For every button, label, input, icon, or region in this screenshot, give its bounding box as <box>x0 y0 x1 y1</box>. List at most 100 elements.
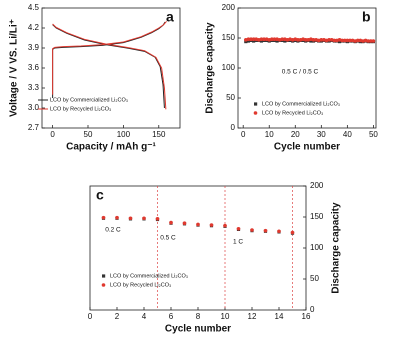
point <box>280 37 285 41</box>
x-tick-label: 16 <box>302 312 311 321</box>
x-tick-label: 0 <box>241 130 246 139</box>
annotation: 1 C <box>233 239 243 246</box>
y-tick-label: 100 <box>310 243 324 252</box>
legend-swatch <box>102 274 106 278</box>
point <box>368 39 373 43</box>
x-tick-label: 8 <box>196 312 201 321</box>
annotation: 0.5 C <box>160 235 176 242</box>
point <box>342 38 347 43</box>
point <box>345 38 350 43</box>
curve <box>52 21 167 110</box>
x-tick-label: 0 <box>88 312 93 321</box>
y-axis-label: Discharge capacity <box>205 22 216 114</box>
x-axis-label: Cycle number <box>274 142 340 153</box>
point <box>319 38 324 42</box>
y-tick-label: 2.7 <box>28 123 40 132</box>
point <box>263 228 268 233</box>
point <box>290 230 295 235</box>
x-tick-label: 0 <box>50 130 55 139</box>
point <box>340 38 344 43</box>
y-tick-label: 50 <box>310 274 319 283</box>
y-tick-label: 4.2 <box>28 23 40 32</box>
legend-swatch <box>254 102 258 106</box>
point <box>244 40 248 44</box>
x-tick-label: 10 <box>265 130 274 139</box>
point <box>355 38 360 43</box>
legend-label: LCO by Recycled Li₂CO₃ <box>110 282 171 288</box>
panel-label: b <box>362 9 371 25</box>
point <box>311 38 316 42</box>
y-tick-label: 200 <box>310 181 324 190</box>
point <box>246 37 251 41</box>
legend-swatch <box>101 283 106 287</box>
y-tick-label: 3.3 <box>28 83 40 92</box>
point <box>249 37 253 41</box>
point <box>250 228 254 232</box>
point <box>272 37 277 41</box>
y-tick-label: 3.0 <box>28 103 40 112</box>
y-axis-label: Discharge capacity <box>331 202 342 294</box>
x-tick-label: 150 <box>152 130 166 139</box>
point <box>303 38 308 42</box>
point <box>270 37 274 41</box>
point <box>348 38 352 43</box>
x-tick-label: 6 <box>169 312 174 321</box>
x-tick-label: 50 <box>369 130 378 139</box>
point <box>371 39 376 43</box>
y-tick-label: 4.5 <box>28 3 40 12</box>
point <box>169 220 173 225</box>
y-tick-label: 100 <box>222 63 236 72</box>
x-tick-label: 14 <box>275 312 284 321</box>
legend-label: LCO by Commercialized Li₂CO₃ <box>50 97 128 103</box>
x-tick-label: 10 <box>221 312 230 321</box>
y-tick-label: 150 <box>222 33 236 42</box>
legend-label: LCO by Commercialized Li₂CO₃ <box>110 273 188 279</box>
y-tick-label: 50 <box>226 93 235 102</box>
point <box>251 37 256 41</box>
point <box>236 226 241 231</box>
point <box>259 37 264 41</box>
annotation: 0.5 C / 0.5 C <box>282 69 319 76</box>
point <box>155 217 160 221</box>
panel-label: a <box>166 9 174 25</box>
y-tick-label: 0 <box>231 123 236 132</box>
point <box>332 38 337 43</box>
y-tick-label: 150 <box>310 212 324 221</box>
point <box>182 221 187 225</box>
y-tick-label: 3.6 <box>28 63 40 72</box>
point <box>142 216 146 221</box>
panel-label: c <box>96 187 104 203</box>
point <box>115 215 119 220</box>
plot-frame <box>89 185 307 311</box>
x-axis-label: Capacity / mAh g⁻¹ <box>66 142 156 153</box>
legend-label: LCO by Commercialized Li₂CO₃ <box>262 101 340 107</box>
y-tick-label: 200 <box>222 3 236 12</box>
legend-label: LCO by Recycled Li₂CO₃ <box>50 106 111 112</box>
point <box>262 37 266 41</box>
point <box>366 39 370 43</box>
annotation: 0.2 C <box>105 227 121 234</box>
point <box>223 223 227 228</box>
x-tick-label: 40 <box>343 130 352 139</box>
point <box>277 229 281 234</box>
point <box>209 223 214 227</box>
point <box>327 38 331 42</box>
legend-label: LCO by Recycled Li₂CO₃ <box>262 110 323 116</box>
x-tick-label: 30 <box>317 130 326 139</box>
point <box>128 216 133 221</box>
point <box>252 39 256 43</box>
curve <box>52 21 166 109</box>
x-axis-label: Cycle number <box>165 324 231 335</box>
y-axis-label: Voltage / V VS. Li/Li⁺ <box>9 19 20 117</box>
point <box>296 38 300 42</box>
x-tick-label: 2 <box>115 312 120 321</box>
y-tick-label: 3.9 <box>28 43 40 52</box>
legend-swatch <box>253 111 258 115</box>
x-tick-label: 12 <box>248 312 257 321</box>
point <box>196 222 200 227</box>
point <box>101 215 106 220</box>
x-tick-label: 100 <box>117 130 131 139</box>
x-tick-label: 50 <box>84 130 93 139</box>
y-tick-label: 0 <box>310 305 315 314</box>
